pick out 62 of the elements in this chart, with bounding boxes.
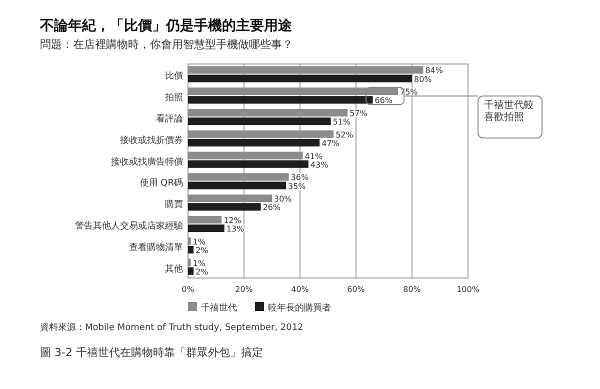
data-label: 66% xyxy=(374,96,393,106)
data-label: 41% xyxy=(304,152,323,161)
bar xyxy=(188,66,424,74)
data-label: 35% xyxy=(288,182,306,191)
bar xyxy=(188,258,191,266)
bar xyxy=(188,88,398,96)
y-tick-label: 查看購物清單 xyxy=(129,242,183,253)
caption: 圖 3-2 千禧世代在購物時靠「群眾外包」搞定 xyxy=(40,346,263,359)
data-label: 12% xyxy=(224,216,242,225)
bar xyxy=(188,237,191,245)
chart-title: 不論年紀，「比價」仍是手機的主要用途 xyxy=(39,17,293,34)
source-note: 資料來源：Mobile Moment of Truth study, September, 2012 xyxy=(40,322,304,333)
data-label: 26% xyxy=(262,203,281,212)
x-tick-label: 20% xyxy=(235,285,254,294)
bar xyxy=(188,194,272,202)
bar xyxy=(188,108,348,116)
x-tick-label: 0% xyxy=(182,285,195,294)
bar xyxy=(188,96,373,104)
y-tick-label: 購買 xyxy=(165,199,183,210)
y-tick-label: 拍照 xyxy=(164,92,183,104)
bar xyxy=(188,224,224,232)
bar xyxy=(188,246,194,254)
bar xyxy=(188,216,222,224)
x-tick-label: 40% xyxy=(291,285,310,294)
bar xyxy=(188,118,331,126)
x-tick-label: 100% xyxy=(456,285,480,294)
data-label: 36% xyxy=(290,173,309,182)
text: 千禧世代較喜歡拍照 xyxy=(478,96,542,138)
legend-label: 較年長的購買者 xyxy=(268,302,331,314)
bar xyxy=(188,267,194,275)
data-label: 47% xyxy=(322,138,340,148)
data-label: 57% xyxy=(350,109,368,118)
data-label: 1% xyxy=(192,237,206,246)
bar xyxy=(188,160,308,168)
legend-label: 千禧世代 xyxy=(201,302,237,314)
bar xyxy=(188,152,303,160)
bar xyxy=(188,74,412,82)
y-tick-label: 比價 xyxy=(165,70,183,82)
x-tick-label: 80% xyxy=(403,285,422,294)
data-label: 13% xyxy=(226,224,245,234)
bar xyxy=(188,138,320,146)
data-label: 80% xyxy=(414,74,432,84)
bar xyxy=(188,173,289,181)
bar xyxy=(188,182,286,190)
data-label: 51% xyxy=(332,118,351,127)
y-tick-label: 接收或找折價券 xyxy=(120,134,183,146)
chart-subtitle: 問題：在店裡購物時，你會用智慧型手機做哪些事？ xyxy=(40,38,293,51)
data-label: 2% xyxy=(196,246,209,255)
y-tick-label: 使用 QR碼 xyxy=(140,178,183,189)
y-tick-label: 警告其他人交易或店家經驗 xyxy=(75,220,183,232)
data-label: 2% xyxy=(196,267,209,276)
data-label: 1% xyxy=(192,258,206,268)
data-label: 52% xyxy=(336,130,354,140)
y-tick-label: 其他 xyxy=(165,263,183,274)
data-label: 43% xyxy=(310,160,329,170)
data-label: 84% xyxy=(425,66,444,76)
data-label: 30% xyxy=(274,194,292,204)
bar xyxy=(188,203,261,211)
x-tick-label: 60% xyxy=(347,285,366,294)
y-tick-label: 看評論 xyxy=(156,114,183,124)
bar xyxy=(188,130,334,138)
y-tick-label: 接收或找廣告特價 xyxy=(111,156,183,168)
